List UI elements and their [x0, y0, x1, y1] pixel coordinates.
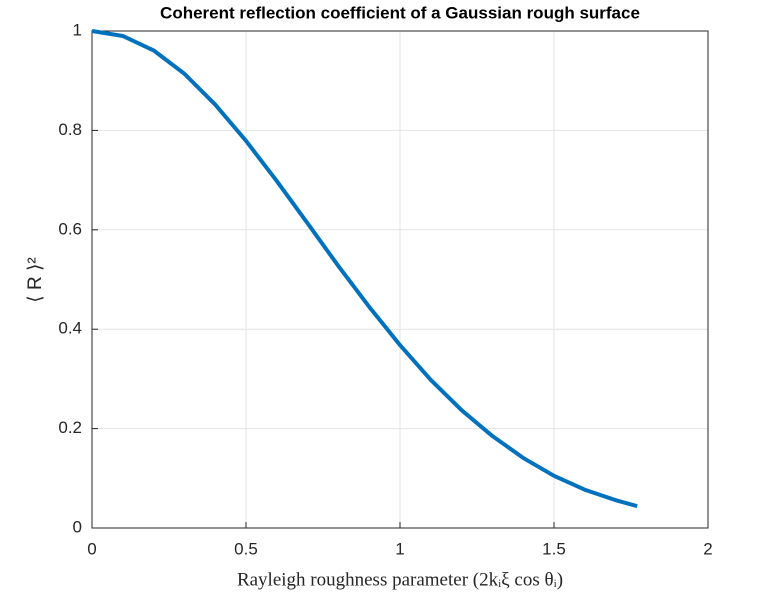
x-tick-label: 2 [703, 539, 712, 558]
y-tick-label: 0.4 [58, 319, 82, 338]
y-tick-label: 0.6 [58, 219, 82, 238]
y-tick-label: 0.8 [58, 120, 82, 139]
x-tick-label: 0.5 [234, 539, 258, 558]
y-axis-label: ⟨ R ⟩² [25, 257, 46, 302]
x-tick-label: 1.5 [542, 539, 566, 558]
chart-title: Coherent reflection coefficient of a Gau… [160, 3, 640, 22]
x-axis-label: Rayleigh roughness parameter (2kᵢξ cos θ… [237, 569, 563, 590]
y-tick-label: 0 [73, 517, 82, 536]
y-tick-label: 1 [73, 20, 82, 39]
x-tick-label: 0 [87, 539, 96, 558]
y-tick-label: 0.2 [58, 418, 82, 437]
axes-box [91, 30, 709, 529]
data-line [91, 29, 638, 509]
x-tick-label: 1 [395, 539, 404, 558]
